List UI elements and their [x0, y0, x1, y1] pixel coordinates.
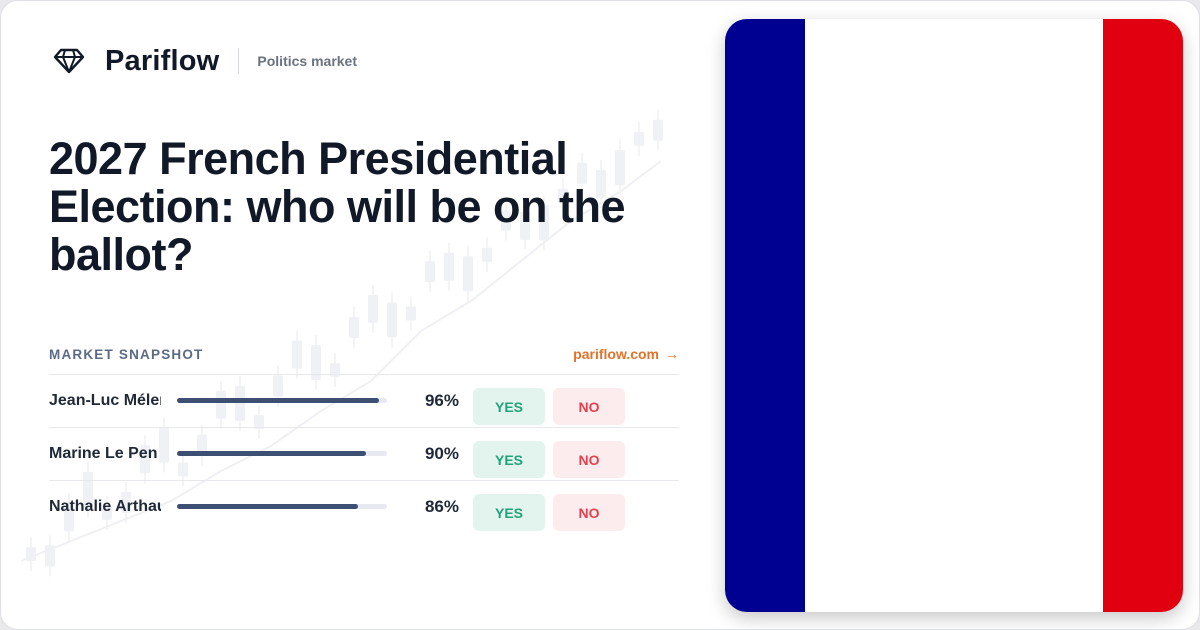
candle-body [178, 462, 188, 477]
probability-value: 96% [424, 391, 459, 410]
flag-red-band [1103, 19, 1183, 612]
candle-body [45, 545, 55, 567]
snapshot-header: MARKET SNAPSHOT pariflow.com → [49, 345, 679, 365]
probability-bar-fill [177, 398, 379, 403]
flag-white-band [805, 19, 1103, 612]
no-button[interactable]: NO [553, 494, 625, 531]
candle-body [159, 427, 169, 463]
candle-body [254, 414, 264, 429]
candle-body [368, 294, 378, 323]
candle-body [121, 491, 131, 513]
outcome-row: Jean-Luc Mélenchon 96% YES NO [49, 374, 679, 427]
candle-body [539, 205, 549, 241]
flag-blue-band [725, 19, 805, 612]
candle-body [140, 445, 150, 474]
candle-body [216, 390, 226, 419]
candle-body [444, 252, 454, 281]
yes-button[interactable]: YES [473, 388, 545, 425]
candle-body [463, 256, 473, 292]
candle-body [634, 131, 644, 146]
diamond-icon [53, 46, 87, 76]
candle-body [406, 306, 416, 321]
probability-bar-fill [177, 504, 358, 509]
arrow-right-icon: → [665, 346, 679, 362]
site-link[interactable]: pariflow.com → [573, 346, 679, 362]
candle-body [26, 547, 36, 561]
probability-value: 90% [424, 444, 459, 463]
candle-body [273, 375, 283, 397]
outcome-row: Marine Le Pen 90% YES NO [49, 427, 679, 480]
outcome-row: Nathalie Arthaud 86% YES NO [49, 480, 679, 533]
candle-body [558, 188, 568, 203]
candle-body [387, 302, 397, 338]
candidate-name: Jean-Luc Mélenchon [49, 392, 161, 409]
snapshot-label: MARKET SNAPSHOT [49, 347, 204, 362]
probability-bar [177, 504, 387, 509]
candle-body [520, 211, 530, 240]
background-candlestick-decoration [20, 109, 663, 577]
yes-button[interactable]: YES [473, 494, 545, 531]
candle-body [653, 119, 663, 141]
candle-body [197, 434, 207, 456]
french-flag-image [725, 19, 1183, 612]
candle-body [311, 344, 321, 380]
candle-body [292, 340, 302, 369]
brand-name: Pariflow [105, 44, 220, 77]
candle-body [501, 209, 511, 231]
no-button[interactable]: NO [553, 441, 625, 478]
candle-body [235, 385, 245, 421]
probability-bar [177, 398, 387, 403]
candle-body [577, 162, 587, 184]
candle-body [482, 247, 492, 262]
candidate-name: Nathalie Arthaud [49, 498, 161, 515]
candle-body [330, 362, 340, 377]
brand-tagline: Politics market [257, 53, 358, 69]
market-title: 2027 French Presidential Election: who w… [49, 133, 626, 280]
candle-body [596, 170, 606, 199]
probability-bar-fill [177, 451, 366, 456]
brand-divider [238, 48, 240, 74]
no-button[interactable]: NO [553, 388, 625, 425]
candle-body [349, 316, 359, 338]
candle-body [615, 150, 625, 186]
outcome-list: Jean-Luc Mélenchon 96% YES NO Marine Le … [49, 374, 679, 533]
site-link-text: pariflow.com [573, 346, 659, 362]
yes-button[interactable]: YES [473, 441, 545, 478]
probability-bar [177, 451, 387, 456]
candidate-name: Marine Le Pen [49, 445, 158, 462]
candle-body [64, 503, 74, 532]
candle-body [102, 505, 112, 520]
candle-body [425, 261, 435, 283]
probability-value: 86% [424, 497, 459, 516]
brand-header: Pariflow Politics market [53, 41, 357, 81]
